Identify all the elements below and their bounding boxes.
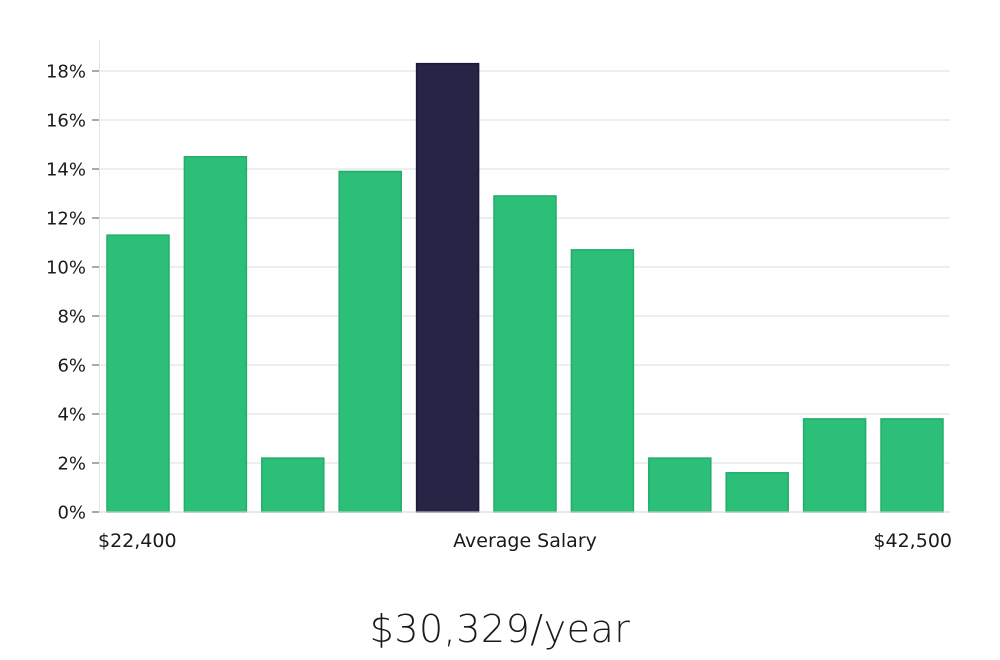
y-tick-label: 18% xyxy=(46,62,86,83)
y-tick-label: 6% xyxy=(57,356,86,377)
average-salary: $30,329/year xyxy=(369,607,631,651)
x-label-min: $22,400 xyxy=(98,530,177,552)
bar xyxy=(338,170,402,513)
bar xyxy=(648,457,712,513)
bar xyxy=(493,195,557,513)
y-tick-label: 4% xyxy=(57,405,86,426)
y-tick-label: 2% xyxy=(57,454,86,475)
y-tick-label: 0% xyxy=(57,503,86,524)
bar xyxy=(183,156,248,513)
bars xyxy=(106,62,944,513)
y-tick-label: 8% xyxy=(57,307,86,328)
x-label-max: $42,500 xyxy=(873,530,952,552)
y-axis: 0% 2% 4% 6% 8% 10% 12% 14% 16% 18% xyxy=(46,62,99,524)
y-tick-label: 12% xyxy=(46,209,86,230)
y-tick-label: 10% xyxy=(46,258,86,279)
x-label-center: Average Salary xyxy=(453,530,597,552)
y-tick-label: 16% xyxy=(46,111,86,132)
bar xyxy=(261,457,325,513)
bar-average xyxy=(415,62,480,513)
bar xyxy=(880,418,944,513)
bar xyxy=(725,472,789,513)
y-tick-label: 14% xyxy=(46,160,86,181)
bar xyxy=(106,234,170,513)
salary-histogram: 0% 2% 4% 6% 8% 10% 12% 14% 16% 18% $22,400 Averag… xyxy=(46,40,952,552)
bar xyxy=(802,418,867,513)
bar xyxy=(570,249,635,513)
